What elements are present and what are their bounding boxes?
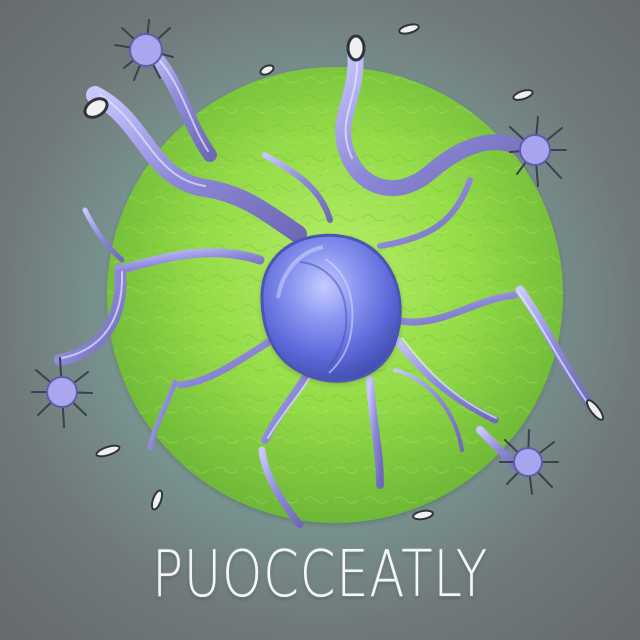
nucleus [260,233,402,383]
floating-particles [83,23,605,521]
spiky-cluster-right [509,116,567,187]
caption-text: PUOCCEATLY [152,538,488,612]
spiky-cluster-left [31,357,93,428]
spiky-cluster-top-left [114,19,174,81]
tendril-highlights [61,51,588,439]
spiky-cluster-bottom-right [499,429,559,495]
